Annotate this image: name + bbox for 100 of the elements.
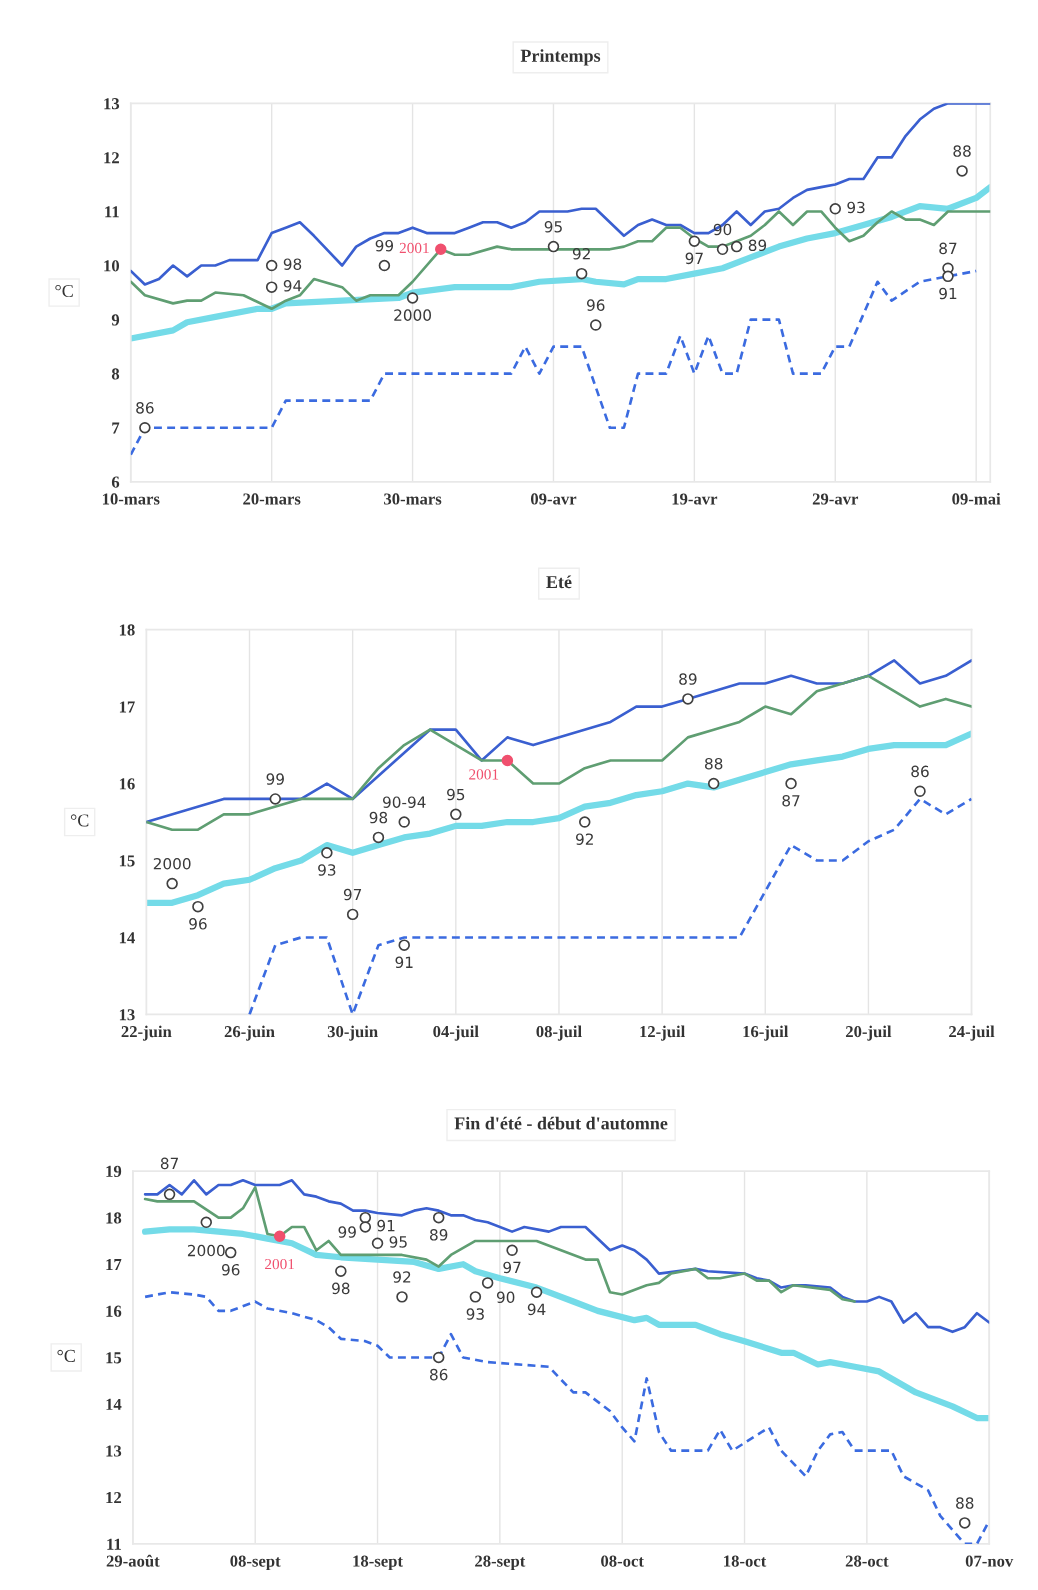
annotation: 2000 [394,309,432,321]
point [506,1244,518,1257]
y-tick-label: 6 [111,476,120,488]
annotation: 87 [782,794,800,807]
annotation: 99 [338,1226,356,1238]
annotation: 87 [160,1157,178,1170]
y-tick-label: 11 [105,206,119,218]
point [321,847,333,859]
line-series [143,1186,856,1303]
annotation: 98 [369,811,388,824]
annotation: 89 [430,1229,448,1241]
y-tick-label: 8 [111,368,120,380]
annotation: 96 [586,299,605,311]
point [435,243,447,256]
point [707,777,720,790]
annotation: 97 [343,888,362,901]
point [398,816,410,828]
point [378,259,391,272]
y-tick-label: 12 [106,1492,122,1504]
y-tick-label: 16 [106,1305,122,1317]
y-tick-label: 15 [106,1352,122,1364]
point [192,900,204,913]
x-tick-label: 04-juil [433,1025,479,1041]
y-tick-label: 7 [112,422,120,434]
point [501,754,514,767]
annotation: 93 [466,1308,484,1320]
point [224,1246,237,1259]
point [398,939,410,951]
annotation: 86 [136,402,154,414]
x-tick-label: 20-juil [845,1025,892,1041]
point [265,259,278,272]
x-tick-label: 24-juil [949,1025,995,1041]
point [273,1230,286,1243]
annotation: 96 [189,918,207,930]
x-tick-label: 08-oct [601,1555,644,1567]
point [785,777,797,790]
x-tick-label: 20-mars [243,493,301,505]
annotation: 99 [266,773,284,785]
annotation: 98 [283,258,302,270]
line-series [143,1179,990,1334]
annotation: 93 [318,864,336,876]
x-tick-label: 07-nov [965,1555,1014,1567]
annotation: 86 [911,765,929,778]
annotation: 2000 [187,1244,225,1257]
point [682,693,694,705]
x-tick-label: 29-avr [812,493,859,505]
y-tick-label: 13 [104,98,120,110]
y-tick-label: 13 [119,1009,135,1021]
annotation: 94 [283,280,302,292]
point [589,319,602,331]
y-axis-title: °C [57,1349,75,1362]
annotation: 91 [377,1219,395,1232]
point [359,1221,372,1233]
point [730,240,743,253]
x-tick-label: 18-oct [724,1555,767,1567]
annotation: 95 [544,220,562,233]
y-tick-label: 9 [111,314,120,326]
y-tick-label: 14 [119,932,135,944]
point [139,421,151,434]
y-tick-label: 18 [106,1212,122,1224]
point [359,1211,372,1224]
y-tick-label: 16 [119,778,135,790]
point [956,165,968,177]
y-axis-title: °C [70,814,89,827]
x-tick-label: 12-juil [640,1025,685,1041]
x-tick-label: 08-juil [536,1025,582,1041]
annotation: 90 [713,223,732,236]
annotation: 97 [503,1261,521,1274]
point [959,1517,971,1529]
point [914,785,926,797]
point [716,243,729,256]
point [163,1188,176,1201]
annotation: 2001 [399,242,429,254]
y-tick-label: 14 [106,1398,122,1410]
annotation: 95 [447,788,465,801]
point [530,1286,543,1298]
point [432,1211,445,1224]
x-tick-label: 08-sept [230,1555,281,1571]
annotation: 87 [939,242,957,255]
annotation: 91 [939,287,957,300]
point [575,267,588,280]
point [547,240,560,253]
point [335,1265,347,1277]
x-tick-label: 16-juil [743,1025,789,1041]
annotation: 2001 [469,769,499,780]
point [432,1351,445,1364]
x-tick-label: 30-mars [384,493,442,505]
y-tick-label: 12 [104,152,119,164]
x-tick-label: 28-sept [475,1555,526,1571]
y-tick-label: 18 [119,624,135,636]
y-tick-label: 11 [107,1538,121,1550]
point [371,1237,384,1250]
annotation: 89 [679,673,697,685]
chart-title: Eté [546,575,572,589]
annotation: 94 [527,1303,546,1316]
annotation: 90-94 [383,796,426,808]
y-tick-label: 15 [119,855,135,867]
annotation: 93 [847,201,865,214]
point [396,1291,408,1303]
annotation: 92 [572,248,590,260]
